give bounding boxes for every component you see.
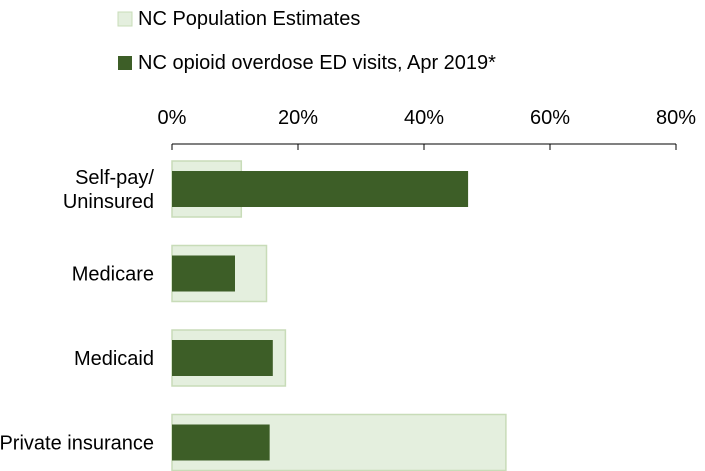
bar-ed-visits bbox=[172, 340, 273, 376]
legend-swatch-ed-visits bbox=[118, 56, 132, 70]
x-tick-label: 20% bbox=[278, 107, 318, 129]
x-tick-label: 80% bbox=[656, 107, 696, 129]
category-label: Medicare bbox=[72, 264, 154, 286]
bar-ed-visits bbox=[172, 255, 235, 292]
legend-label-ed-visits: NC opioid overdose ED visits, Apr 2019* bbox=[138, 52, 496, 74]
bar-ed-visits bbox=[172, 424, 270, 461]
bar-ed-visits bbox=[172, 171, 469, 207]
category-labels: Self-pay/Uninsured Medicare Medicaid Privat… bbox=[0, 167, 154, 455]
x-tick-label: 60% bbox=[530, 107, 570, 129]
bars bbox=[171, 160, 507, 471]
legend-label-population: NC Population Estimates bbox=[138, 8, 360, 30]
x-axis-ticks: 0% 20% 40% 60% 80% bbox=[158, 107, 696, 150]
x-tick-label: 0% bbox=[158, 107, 187, 129]
legend-swatch-population bbox=[117, 11, 133, 27]
x-tick-label: 40% bbox=[404, 107, 444, 129]
category-label: Private insurance bbox=[0, 433, 154, 455]
category-label: Self-pay/Uninsured bbox=[63, 167, 155, 213]
legend: NC Population Estimates NC opioid overdo… bbox=[117, 8, 496, 74]
category-label: Medicaid bbox=[74, 348, 154, 370]
